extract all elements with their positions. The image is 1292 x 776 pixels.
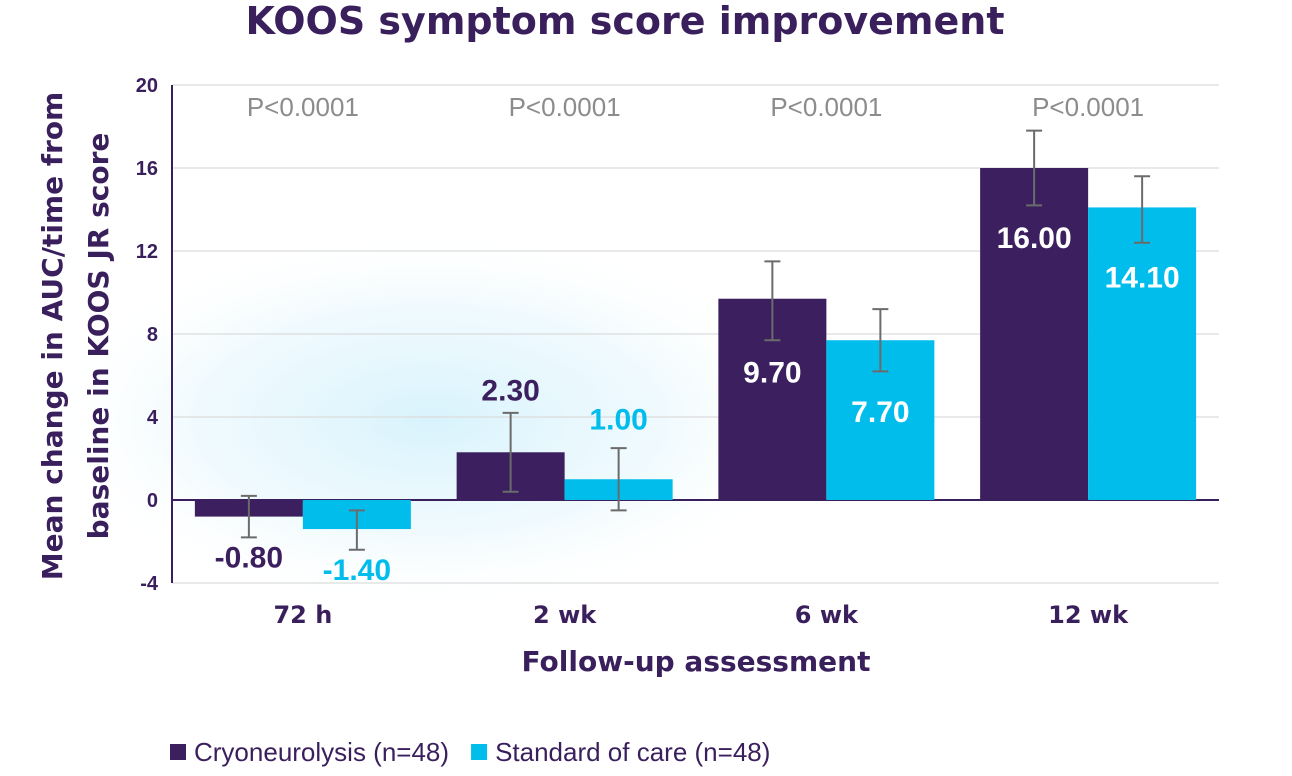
- x-tick-label: 12 wk: [1048, 601, 1129, 629]
- y-tick-label: 4: [147, 407, 159, 429]
- data-label-cryoneurolysis: 2.30: [481, 374, 539, 407]
- error-bar: [764, 260, 781, 342]
- bar-cryoneurolysis: [980, 168, 1089, 500]
- y-tick-label: 0: [147, 490, 158, 512]
- data-label-cryoneurolysis: 16.00: [997, 222, 1072, 255]
- legend-label-standard-of-care: Standard of care (n=48): [495, 737, 770, 767]
- y-tick-label: 12: [136, 241, 158, 263]
- error-bar: [502, 411, 519, 493]
- p-value-label: P<0.0001: [247, 92, 359, 122]
- error-bar: [1026, 129, 1043, 207]
- legend: Cryoneurolysis (n=48) Standard of care (n…: [170, 737, 770, 767]
- y-tick-label: 8: [147, 324, 158, 346]
- data-label-standard-of-care: -1.40: [323, 554, 391, 587]
- data-labels: -0.80 -1.40 2.30 1.00 9.70 7.70 16.00 14.10: [215, 222, 1180, 587]
- data-label-standard-of-care: 14.10: [1105, 261, 1180, 294]
- legend-swatch-standard-of-care: [471, 744, 488, 760]
- error-bars: [240, 129, 1151, 551]
- error-bar: [348, 509, 365, 551]
- bar-standard-of-care: [1088, 207, 1197, 501]
- y-tick-label: 20: [136, 75, 158, 97]
- legend-label-cryoneurolysis: Cryoneurolysis (n=48): [194, 737, 449, 767]
- p-value-label: P<0.0001: [509, 92, 621, 122]
- data-label-cryoneurolysis: 9.70: [743, 357, 801, 390]
- chart-title: KOOS symptom score improvement: [245, 0, 1004, 43]
- x-tick-label: 6 wk: [795, 601, 859, 629]
- p-value-label: P<0.0001: [1032, 92, 1144, 122]
- y-tick-labels: 20 16 12 8 4 0 -4: [136, 75, 159, 595]
- y-tick-label: 16: [136, 158, 158, 180]
- y-axis-label: Mean change in AUC/time from baseline in …: [36, 92, 115, 580]
- p-value-label: P<0.0001: [770, 92, 882, 122]
- y-axis-label-line-1: Mean change in AUC/time from: [36, 92, 69, 580]
- x-tick-labels: 72 h 2 wk 6 wk 12 wk: [273, 601, 1129, 629]
- x-tick-label: 2 wk: [533, 601, 597, 629]
- x-axis-label: Follow-up assessment: [522, 645, 871, 678]
- y-axis-label-line-2: baseline in KOOS JR score: [82, 133, 115, 540]
- data-label-standard-of-care: 7.70: [851, 396, 909, 429]
- error-bar: [610, 447, 627, 512]
- y-tick-label: -4: [140, 573, 159, 595]
- data-label-cryoneurolysis: -0.80: [215, 541, 283, 574]
- data-label-standard-of-care: 1.00: [589, 403, 647, 436]
- error-bar: [240, 494, 257, 539]
- p-value-labels: P<0.0001 P<0.0001 P<0.0001 P<0.0001: [247, 92, 1144, 122]
- x-tick-label: 72 h: [273, 601, 332, 629]
- error-bar: [872, 308, 889, 373]
- legend-swatch-cryoneurolysis: [170, 744, 186, 760]
- error-bar: [1134, 175, 1151, 244]
